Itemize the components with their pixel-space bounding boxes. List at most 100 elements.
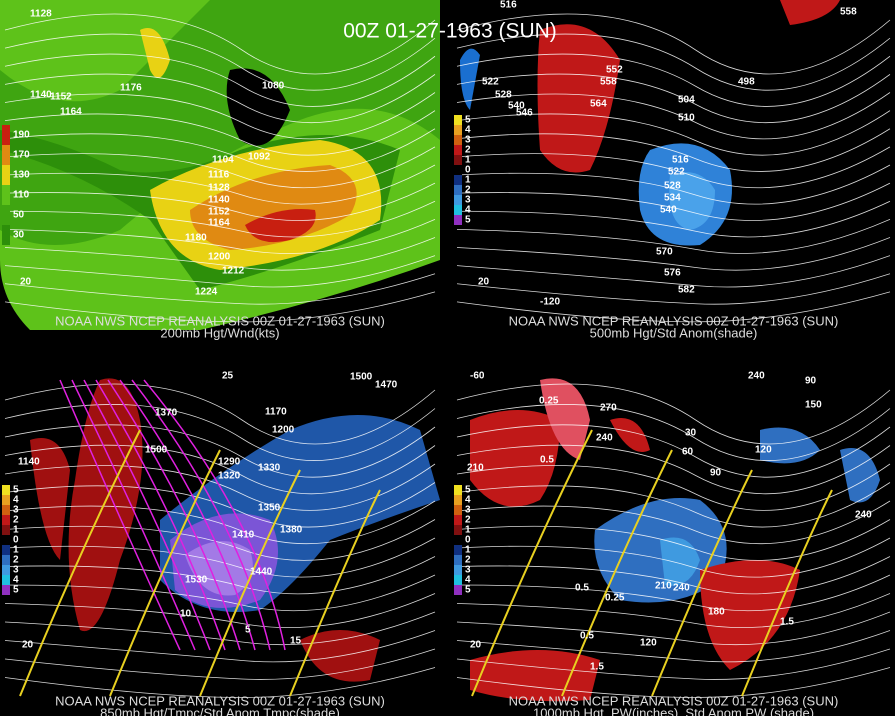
contour (4, 200, 436, 238)
contour-label: 25 (222, 371, 234, 382)
yellow-contour (561, 449, 673, 697)
contour (4, 444, 436, 495)
contour (456, 182, 891, 221)
map-title: 00Z 01-27-1963 (SUN) (343, 20, 557, 43)
contour-label: 510 (678, 113, 695, 124)
contour-label: 1.5 (590, 662, 604, 673)
contour (4, 164, 436, 205)
legend-label: 4 (465, 205, 471, 216)
contour-label: 1200 (208, 252, 231, 263)
contour (456, 611, 891, 646)
contour (4, 92, 436, 140)
legend-label: 1 (465, 545, 471, 556)
contour-label: 240 (673, 583, 690, 594)
contour (456, 574, 891, 612)
temp-contour (95, 379, 226, 651)
contour-label: 210 (655, 581, 672, 592)
contour-label: 180 (708, 607, 725, 618)
legend-swatch (454, 485, 462, 495)
contour-label: 540 (660, 205, 677, 216)
contour-label: 30 (685, 428, 697, 439)
legend-swatch (2, 495, 10, 505)
legend-swatch (2, 525, 10, 535)
panel-caption: 500mb Hgt/Std Anom(shade) (590, 325, 758, 340)
contour (456, 92, 891, 140)
legend-swatch (454, 125, 462, 135)
legend-swatch (2, 575, 10, 585)
contour-label: 582 (678, 285, 695, 296)
legend-swatch (2, 125, 10, 145)
contour-label: 1092 (248, 152, 271, 163)
legend-label: 1 (465, 525, 471, 536)
temp-contour (83, 379, 211, 651)
contour-label: 504 (678, 95, 695, 106)
contour (456, 146, 891, 189)
contour-label: 1140 (18, 457, 40, 468)
contour (4, 667, 436, 698)
contour (456, 200, 891, 238)
contour (4, 500, 436, 545)
contour (4, 146, 436, 189)
legend-label: 1 (13, 525, 19, 536)
contour (456, 463, 891, 511)
legend-label: 5 (465, 115, 471, 126)
contour (456, 33, 891, 91)
contour (4, 404, 436, 461)
contour-label: 576 (664, 268, 681, 279)
contour-label: 1116 (208, 170, 230, 181)
contour (456, 128, 891, 172)
contour (4, 273, 436, 305)
yellow-contour (109, 449, 221, 697)
legend-swatch (454, 165, 462, 175)
legend-swatch (2, 515, 10, 525)
contour-label: 1104 (212, 155, 234, 166)
temp-contour (71, 379, 196, 651)
panel-text: 5165585225285405465525585644985045105165… (454, 0, 857, 340)
panel-caption: 200mb Hgt/Wnd(kts) (160, 325, 279, 340)
legend-label: 5 (465, 215, 471, 226)
contour (4, 110, 436, 156)
contour-label: 522 (668, 167, 685, 178)
contour (4, 237, 436, 271)
legend-label: 3 (465, 195, 471, 206)
legend-label: 1 (465, 175, 471, 186)
legend-swatch (2, 545, 10, 555)
contour-label: 20 (470, 640, 482, 651)
contour (456, 424, 891, 478)
legend-label: 3 (13, 565, 19, 576)
contour-label: 150 (805, 400, 822, 411)
contour-label: 1180 (185, 233, 207, 244)
contour-label: 10 (180, 609, 192, 620)
yellow-contour (199, 469, 301, 697)
legend-label: 5 (13, 485, 19, 496)
contour-label: 1128 (208, 183, 230, 194)
legend-swatch (2, 555, 10, 565)
contour-label: 0.5 (575, 583, 589, 594)
contour-label: 540 (508, 101, 525, 112)
yellow-contour (741, 489, 833, 697)
panel-caption: 850mb Hgt/Tmpc/Std Anom Tmpc(shade) (100, 705, 340, 716)
contour (4, 53, 436, 107)
panel-source: NOAA NWS NCEP REANALYSIS 00Z 01-27-1963 … (55, 693, 385, 708)
contour-label: 1176 (120, 83, 142, 94)
contour-label: 1470 (375, 380, 398, 391)
contour-label: 1152 (50, 92, 72, 103)
contour-label: 1500 (145, 445, 168, 456)
contour-label: 1380 (280, 525, 303, 536)
legend-label: 2 (465, 185, 471, 196)
contour-label: 210 (467, 463, 484, 474)
contour-label: 0.25 (605, 593, 625, 604)
contour (4, 574, 436, 612)
contour (456, 519, 891, 561)
panel-caption: 1000mb Hgt, PW(inches), Std Anom PW (sha… (533, 705, 814, 716)
contour-label: 5 (245, 625, 251, 636)
legend-label: 3 (465, 135, 471, 146)
contour (456, 482, 891, 528)
contour (456, 237, 891, 271)
contour (4, 383, 436, 445)
legend-swatch (454, 565, 462, 575)
contour (456, 537, 891, 578)
contour-label: 1290 (218, 457, 241, 468)
contour-label: 1440 (250, 567, 273, 578)
contour (456, 110, 891, 156)
